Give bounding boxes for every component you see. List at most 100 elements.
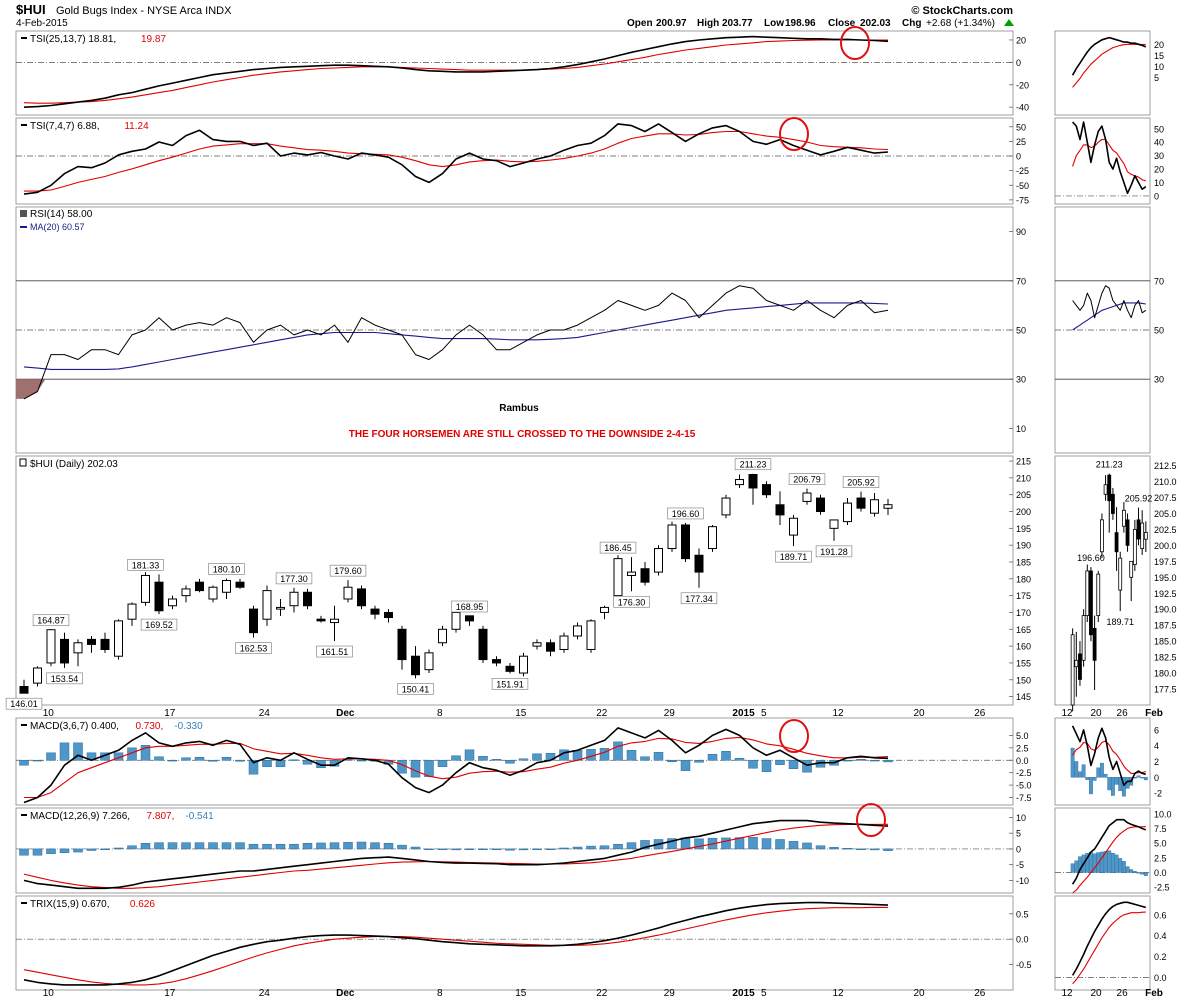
chart-date-label: 4-Feb-2015 xyxy=(16,18,68,29)
macd_long-histogram-bar xyxy=(761,838,772,850)
macd_short-histogram-bar xyxy=(478,756,488,761)
rsi-ytick-label: 10 xyxy=(1016,424,1026,434)
macd_short-histogram-bar xyxy=(464,749,475,761)
macd_long-histogram-bar xyxy=(181,842,191,850)
macd_short-histogram-bar xyxy=(748,760,758,769)
price-xtick-label: 5 xyxy=(761,708,767,719)
price-candle-body xyxy=(762,484,771,496)
price-inset-ytick-label: 202.5 xyxy=(1154,525,1177,535)
price-candle-body xyxy=(708,526,717,550)
price-ytick-label: 205 xyxy=(1016,490,1031,500)
macd_long-histogram-bar xyxy=(410,846,421,850)
macd_short-inset-histogram-bar xyxy=(1096,767,1101,778)
macd_short-inset-histogram-bar xyxy=(1078,771,1082,778)
price-data-label-box xyxy=(613,595,650,608)
trix-xtick-label: 22 xyxy=(596,988,608,999)
macd_long-histogram-bar xyxy=(640,840,650,850)
price-candle-body xyxy=(397,628,407,661)
price-candle-body xyxy=(559,635,569,650)
price-data-label-box xyxy=(140,618,178,631)
inset-xtick-label: Feb xyxy=(1145,708,1163,719)
rsi-line xyxy=(23,285,889,400)
inset-candle-body xyxy=(1089,570,1093,636)
macd_long-histogram-bar xyxy=(86,848,97,851)
macd_long-histogram-bar xyxy=(329,842,340,850)
tsi_long-inset-ytick-label: 15 xyxy=(1154,51,1164,61)
macd_long-ytick-label: 10 xyxy=(1016,813,1026,823)
macd_long-histogram-bar xyxy=(545,848,556,850)
macd_long-inset-histogram-bar xyxy=(1129,869,1134,873)
price-ytick-label: 200 xyxy=(1016,507,1031,517)
price-candle-body xyxy=(856,497,866,509)
macd_short-histogram-bar xyxy=(653,752,664,761)
macd_short-inset-histogram-bar xyxy=(1143,777,1148,781)
macd_short-inset-macd-line xyxy=(1071,725,1146,787)
price-data-label: 151.91 xyxy=(496,679,524,689)
rsi-ma-legend-label: MA(20) 60.57 xyxy=(30,222,85,232)
macd_short-inset-histogram-bar xyxy=(1081,764,1086,778)
price-data-label: 150.41 xyxy=(402,684,430,694)
price-ytick-label: 175 xyxy=(1016,591,1031,601)
price-candle-body xyxy=(492,659,501,664)
macd_long-ytick-label: 5 xyxy=(1016,829,1021,839)
tsi_short-ytick-label: 50 xyxy=(1016,122,1026,132)
macd_short-histogram-bar xyxy=(424,760,434,777)
macd_short-inset-histogram-bar xyxy=(1107,777,1112,791)
inset-candle-body xyxy=(1074,659,1079,668)
price-ytick-label: 155 xyxy=(1016,658,1031,668)
inset-price-data-label: 189.71 xyxy=(1106,617,1134,627)
macd_short-histogram-bar xyxy=(356,760,367,762)
inset-candle-body xyxy=(1103,484,1108,495)
macd_long-histogram-bar xyxy=(478,848,488,850)
inset-candle-body xyxy=(1143,532,1148,540)
inset-price-data-label: 211.23 xyxy=(1096,460,1123,470)
price-inset-ytick-label: 207.5 xyxy=(1154,493,1177,503)
trix-xtick-label: 2015 xyxy=(732,988,755,999)
macd_long-inset-histogram-bar xyxy=(1121,861,1126,873)
macd_long-histogram-bar xyxy=(343,842,353,850)
macd_short-histogram-bar xyxy=(572,750,583,761)
tsi-long-inset-signal-line xyxy=(1072,43,1146,88)
tsi_long-ytick-label: -20 xyxy=(1016,80,1029,90)
price-data-label: 177.34 xyxy=(685,594,713,604)
macd_short-histogram-bar xyxy=(154,756,164,761)
macd_short-histogram-bar xyxy=(262,760,272,767)
macd_short-histogram-bar xyxy=(437,760,448,767)
macd_short-inset-histogram-bar xyxy=(1100,762,1104,778)
macd_long-histogram-bar xyxy=(680,837,691,850)
price-data-label: 153.54 xyxy=(51,674,79,684)
macd_long-histogram-bar xyxy=(586,845,596,850)
macd_short-ytick-label: 5.0 xyxy=(1016,731,1029,741)
macd_short-inset-histogram-bar xyxy=(1074,761,1079,778)
price-candle-body xyxy=(789,517,798,536)
macd_short-histogram-bar xyxy=(721,751,731,761)
price-data-label-box xyxy=(46,672,83,685)
macd_long-ytick-label: -5 xyxy=(1016,860,1024,870)
tsi_long-inset-ytick-label: 10 xyxy=(1154,62,1164,72)
macd_short-histogram-bar xyxy=(302,760,313,765)
tsi-long-line xyxy=(23,35,889,108)
price-panel-frame xyxy=(15,455,1014,706)
macd_short-ytick-label: -2.5 xyxy=(1016,768,1032,778)
price-candle-body xyxy=(357,588,366,607)
price-data-label: 196.60 xyxy=(672,509,700,519)
tsi-short-signal-line xyxy=(24,130,889,192)
price-data-label: 179.60 xyxy=(334,566,362,576)
price-inset-frame xyxy=(1054,455,1151,706)
trix-inset-frame xyxy=(1054,895,1151,991)
macd_short-inset-ytick-label: 4 xyxy=(1154,741,1159,751)
inset-xtick-label: 12 xyxy=(1061,988,1073,999)
trix-ytick-label: 0.0 xyxy=(1016,935,1029,945)
price-candle-body xyxy=(370,608,380,615)
quote-close-label: Close xyxy=(828,18,856,29)
macd_long-legend-histogram: -0.541 xyxy=(185,811,214,822)
macd_long-legend-signal: 7.807, xyxy=(147,811,175,822)
macd_long-histogram-bar xyxy=(599,845,610,850)
macd_long-inset-histogram-bar xyxy=(1136,872,1141,874)
macd_short-panel-frame xyxy=(15,717,1014,806)
macd_long-histogram-bar xyxy=(694,838,704,850)
tsi_short-inset-ytick-label: 40 xyxy=(1154,138,1164,148)
trix-xtick-label: 12 xyxy=(832,988,844,999)
macd_long-histogram-bar xyxy=(140,843,151,850)
macd_long-inset-histogram-bar xyxy=(1092,853,1097,873)
